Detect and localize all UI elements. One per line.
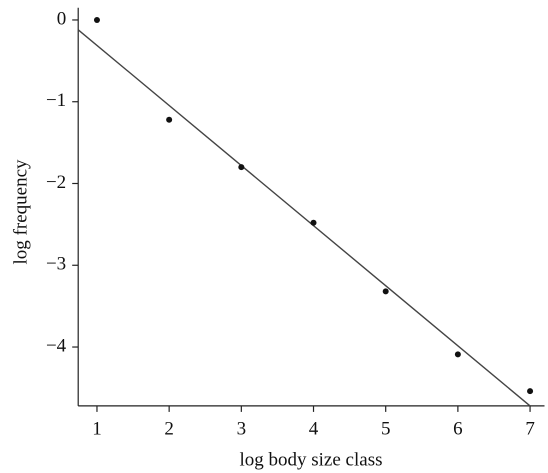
y-tick-label: 0 <box>57 8 67 29</box>
x-tick-label: 7 <box>525 418 535 439</box>
point <box>382 288 389 295</box>
point <box>238 164 245 171</box>
y-axis-label: log frequency <box>10 159 31 264</box>
point <box>310 219 317 226</box>
x-axis-label: log body size class <box>239 449 382 470</box>
fit-line <box>77 29 531 407</box>
y-tick-label: −4 <box>46 335 67 356</box>
y-tick-label: −1 <box>46 90 66 111</box>
x-tick-label: 2 <box>164 418 174 439</box>
point <box>527 388 534 395</box>
point <box>454 351 461 358</box>
x-tick-label: 3 <box>237 418 247 439</box>
x-tick-label: 4 <box>309 418 319 439</box>
x-tick-label: 5 <box>381 418 391 439</box>
point <box>166 116 173 123</box>
x-tick-label: 1 <box>92 418 102 439</box>
x-tick-label: 6 <box>453 418 463 439</box>
y-tick-label: −3 <box>46 254 66 275</box>
point <box>93 16 100 23</box>
y-tick-label: −2 <box>46 172 66 193</box>
